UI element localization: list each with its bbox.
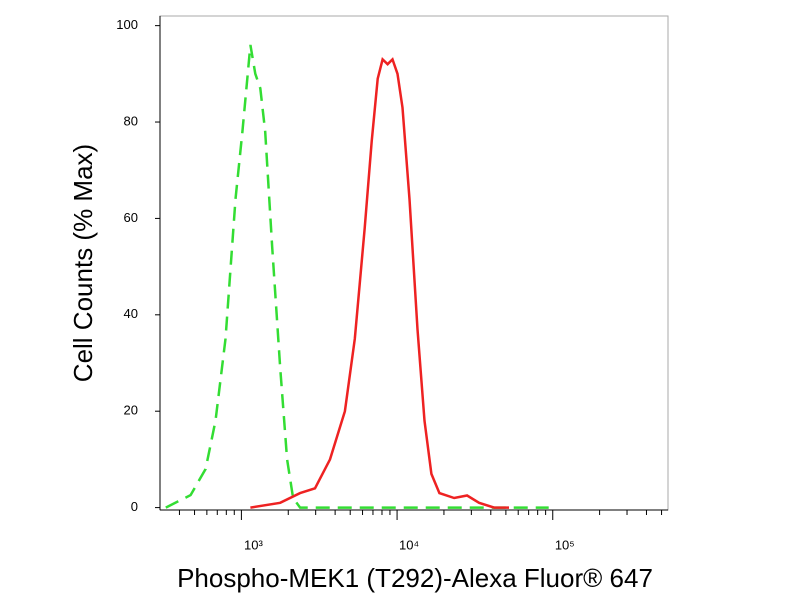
histogram-line [250, 57, 509, 509]
y-tick-label: 80 [124, 113, 138, 128]
y-axis-title: Cell Counts (% Max) [68, 144, 98, 382]
y-tick-label: 60 [124, 210, 138, 225]
y-tick-label: 0 [131, 499, 138, 514]
x-axis-title: Phospho-MEK1 (T292)-Alexa Fluor® 647 [177, 563, 653, 593]
y-tick-label: 100 [116, 17, 138, 32]
x-tick-label: 10³ [244, 537, 263, 552]
x-tick-label: 10⁵ [555, 537, 575, 552]
histogram-line [165, 44, 549, 509]
y-tick-label: 40 [124, 306, 138, 321]
x-tick-label: 10⁴ [399, 537, 419, 552]
y-tick-label: 20 [124, 403, 138, 418]
